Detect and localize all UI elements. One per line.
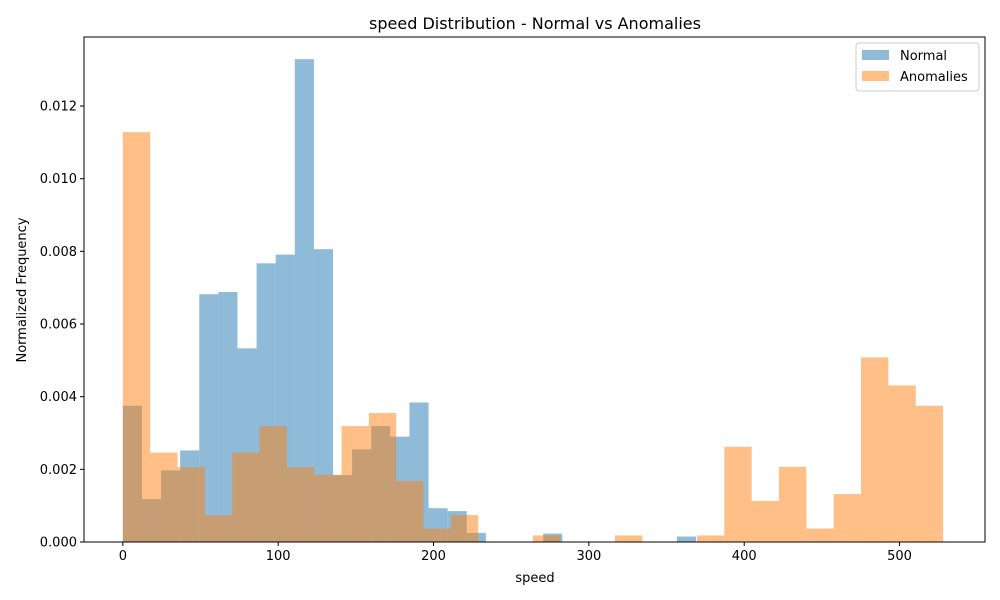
bar-anomalies-25 <box>806 528 834 542</box>
bar-anomalies-27 <box>861 357 889 542</box>
bar-anomalies-23 <box>751 500 780 542</box>
bars-layer <box>122 59 944 543</box>
y-tick-label: 0.008 <box>40 245 77 260</box>
bar-anomalies-11 <box>423 528 451 542</box>
x-axis: 0 100 200 300 400 500 <box>119 542 912 564</box>
bar-anomalies-22 <box>724 446 752 542</box>
bar-anomalies-6 <box>286 467 315 542</box>
bar-anomalies-24 <box>779 466 807 542</box>
x-tick-label: 200 <box>421 549 446 564</box>
bar-anomalies-8 <box>341 426 369 542</box>
bar-anomalies-29 <box>915 405 944 542</box>
x-tick-label: 500 <box>887 549 912 564</box>
bar-anomalies-15 <box>532 535 561 542</box>
bar-anomalies-12 <box>450 515 479 542</box>
bar-anomalies-28 <box>888 385 916 542</box>
bar-anomalies-3 <box>204 515 233 542</box>
y-tick-label: 0.004 <box>40 390 77 405</box>
legend: Normal Anomalies <box>855 42 980 92</box>
series-anomalies <box>122 132 944 542</box>
legend-swatch-normal <box>862 50 889 60</box>
x-tick-label: 300 <box>576 549 601 564</box>
bar-anomalies-26 <box>833 494 862 542</box>
legend-swatch-anomalies <box>862 71 889 81</box>
x-axis-label: speed <box>515 571 554 586</box>
bar-anomalies-2 <box>177 467 205 542</box>
y-tick-label: 0.012 <box>40 100 77 115</box>
bar-anomalies-21 <box>696 535 725 542</box>
bar-anomalies-4 <box>232 452 260 542</box>
bar-anomalies-0 <box>122 132 151 542</box>
chart-title: speed Distribution - Normal vs Anomalies <box>369 14 701 33</box>
bar-anomalies-1 <box>150 452 178 542</box>
bar-anomalies-18 <box>614 535 643 542</box>
bar-anomalies-10 <box>396 480 424 542</box>
y-axis-label: Normalized Frequency <box>15 217 30 362</box>
y-tick-label: 0.002 <box>40 463 77 478</box>
y-tick-label: 0.010 <box>40 172 77 187</box>
plot-frame <box>83 36 986 543</box>
x-tick-label: 0 <box>119 549 127 564</box>
x-tick-label: 400 <box>732 549 757 564</box>
y-axis: 0.000 0.002 0.004 0.006 0.008 0.010 0.012 <box>40 100 84 551</box>
bar-anomalies-9 <box>368 413 397 542</box>
legend-label-normal: Normal <box>900 49 947 64</box>
y-tick-label: 0.000 <box>40 536 77 551</box>
y-tick-label: 0.006 <box>40 318 77 333</box>
bar-normal-9 <box>294 59 314 542</box>
bar-anomalies-5 <box>259 426 287 542</box>
legend-label-anomalies: Anomalies <box>900 70 968 85</box>
x-tick-label: 100 <box>266 549 291 564</box>
bar-normal-29 <box>676 536 697 542</box>
bar-anomalies-7 <box>314 474 342 542</box>
bar-normal-10 <box>313 249 334 543</box>
